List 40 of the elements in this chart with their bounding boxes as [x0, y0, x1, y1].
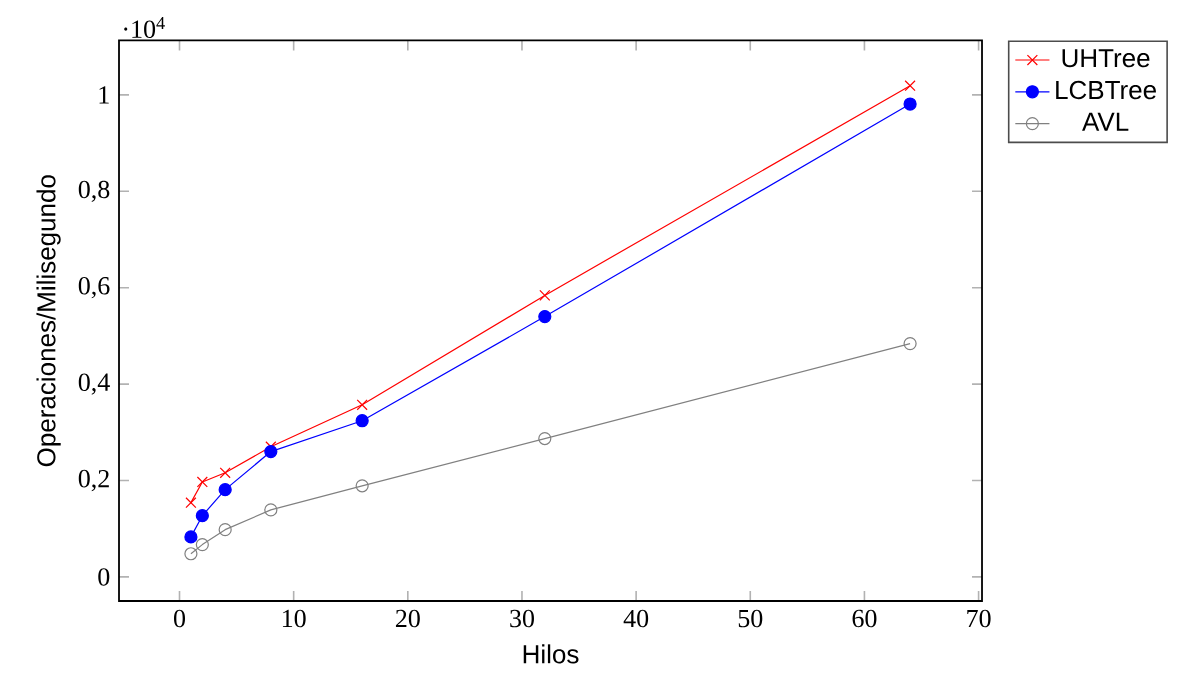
- y-tick-label: 1: [99, 86, 109, 104]
- y-tick-label: 0,6: [78, 277, 110, 299]
- x-tick-label: 40: [623, 609, 649, 628]
- x-tick-label: 10: [282, 609, 306, 628]
- point: [538, 310, 552, 324]
- legend-label: UHTree: [1062, 49, 1150, 68]
- y-tick-label: 0,2: [78, 469, 109, 492]
- x-axis-title: Hilos: [523, 644, 579, 664]
- point: [219, 467, 231, 479]
- point: [196, 476, 208, 488]
- point: [356, 399, 368, 411]
- point: [195, 538, 209, 552]
- y-axis-title: Operaciones/Milisegundo: [36, 175, 61, 467]
- point: [184, 530, 198, 544]
- point: [538, 431, 552, 446]
- text: ·10$^{4}$: [124, 17, 165, 38]
- y-tick-label: 0,8: [78, 180, 110, 202]
- y-tick-label: 0: [98, 568, 110, 586]
- point: [218, 523, 232, 537]
- x-tick-label: 70: [967, 609, 991, 628]
- x-tick-label: 20: [395, 609, 420, 628]
- legend-label: AVL: [1082, 112, 1129, 131]
- point: [355, 479, 369, 493]
- x-tick-label: 60: [852, 609, 877, 628]
- point: [903, 97, 917, 111]
- point: [185, 497, 197, 509]
- y-tick-label: 0,4: [78, 373, 110, 395]
- point: [264, 503, 278, 517]
- point: [903, 337, 917, 351]
- point: [539, 289, 551, 301]
- point: [195, 509, 209, 523]
- x-tick-label: 30: [510, 609, 534, 628]
- x-tick-label: 0: [174, 609, 186, 628]
- point: [218, 483, 232, 497]
- point: [264, 444, 278, 459]
- point: [355, 414, 369, 428]
- point: [184, 547, 198, 561]
- point: [904, 80, 916, 92]
- legend-label: LCBTree: [1056, 80, 1156, 100]
- x-tick-label: 50: [738, 609, 763, 628]
